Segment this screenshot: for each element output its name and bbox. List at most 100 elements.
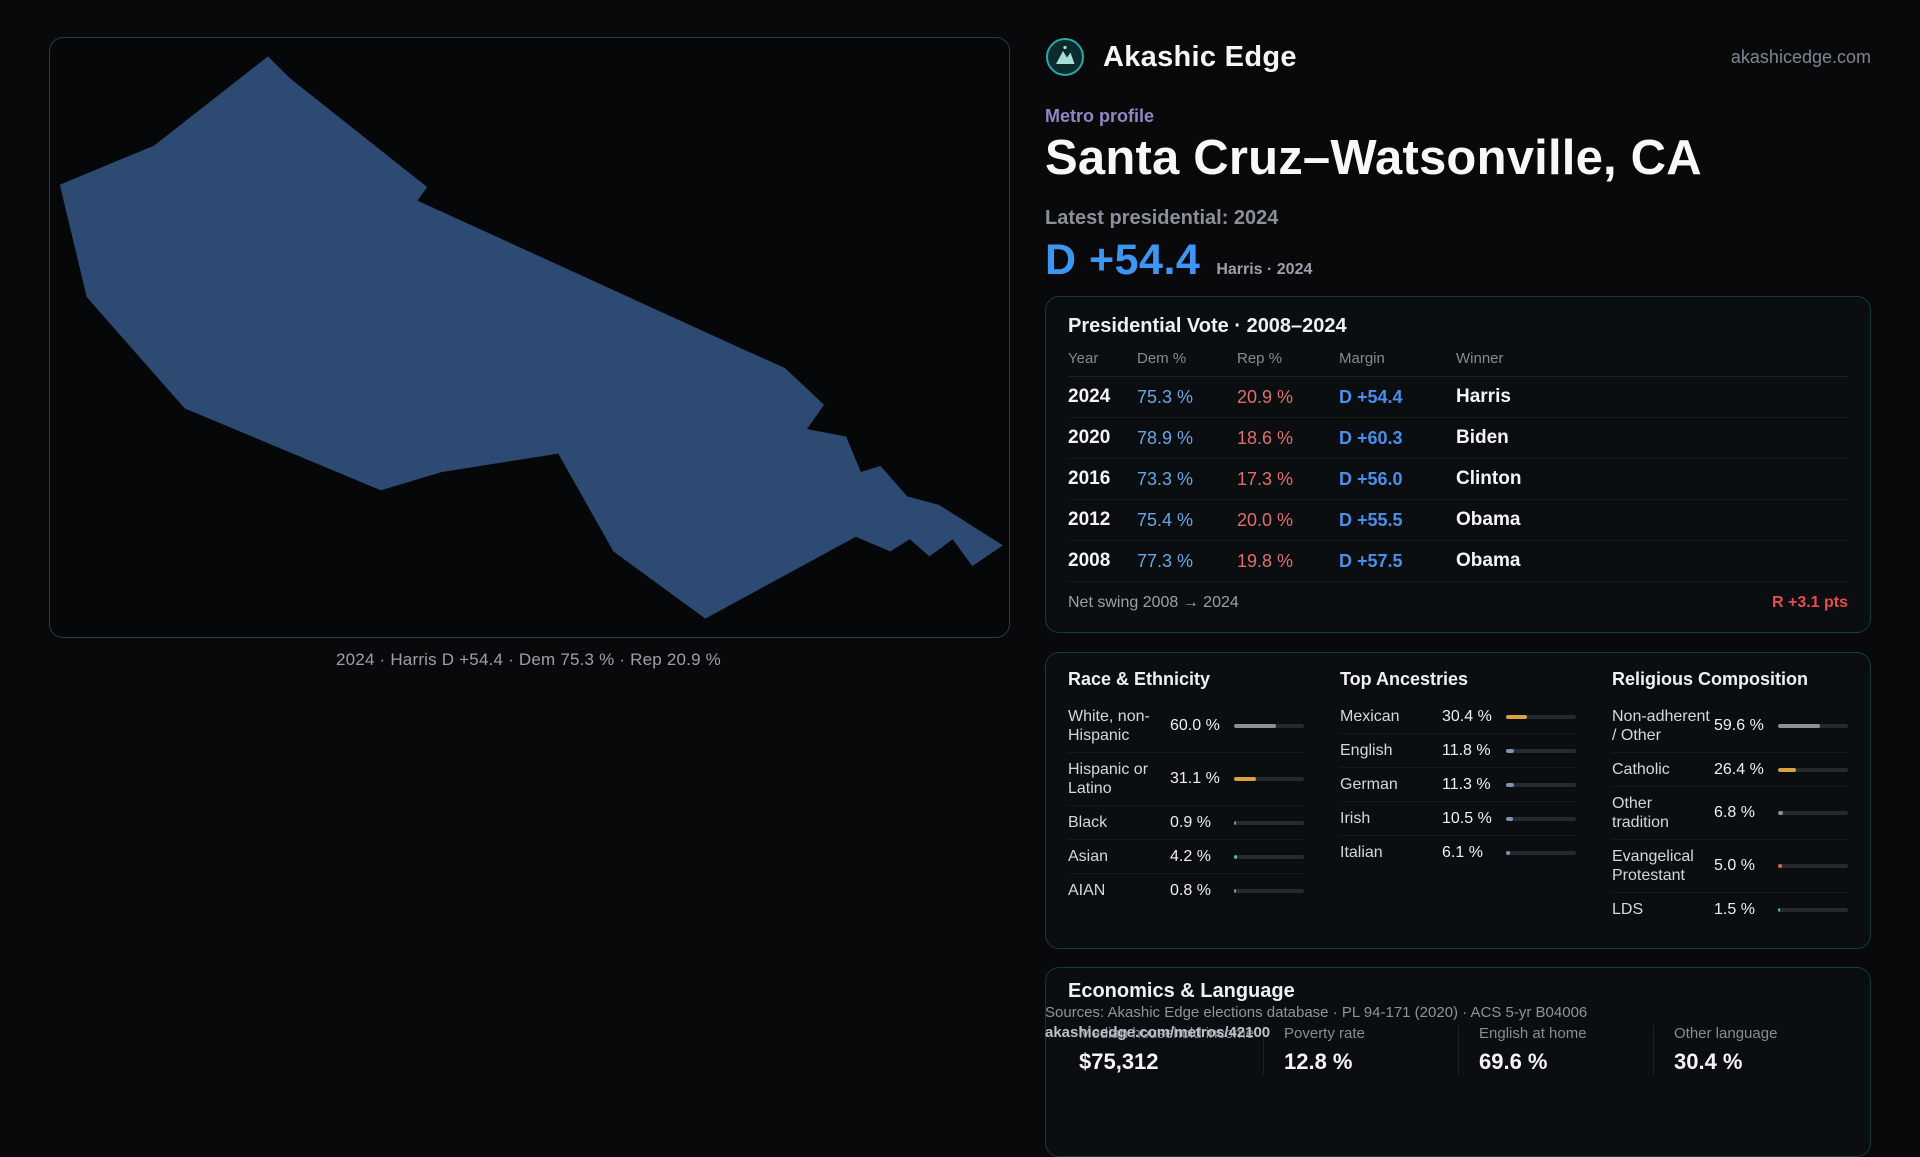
list-item: English 11.8 %: [1340, 734, 1576, 768]
list-item: German 11.3 %: [1340, 768, 1576, 802]
economics-stats-row: Median household income $75,312 Poverty …: [1068, 1025, 1848, 1075]
table-row: 2024 75.3 % 20.9 % D +54.4 Harris: [1068, 377, 1848, 418]
demo-label: Irish: [1340, 810, 1371, 827]
demo-bar-fill: [1234, 724, 1276, 728]
cell-year: 2016: [1068, 468, 1111, 489]
demo-bar-track: [1506, 782, 1576, 787]
headline-margin-row: D +54.4 Harris · 2024: [1045, 236, 1312, 285]
demographics-card: Race & Ethnicity White, non-Hispanic 60.…: [1045, 652, 1871, 949]
permalink-link[interactable]: akashicedge.com/metros/42100: [1045, 1024, 1271, 1041]
stat-median-household-income: Median household income $75,312: [1068, 1025, 1263, 1075]
list-item: Black 0.9 %: [1068, 806, 1304, 840]
metro-map: [59, 56, 1003, 619]
list-item: Mexican 30.4 %: [1340, 700, 1576, 734]
demo-bar-track: [1506, 816, 1576, 821]
demo-label: German: [1340, 776, 1398, 793]
stat-label: English at home: [1479, 1025, 1587, 1042]
demo-bar-fill: [1778, 811, 1783, 815]
list-item: Non-adherent / Other 59.6 %: [1612, 700, 1848, 753]
cell-margin: D +54.4: [1339, 386, 1403, 407]
race-ethnicity-column: Race & Ethnicity White, non-Hispanic 60.…: [1068, 669, 1304, 926]
demo-value: 59.6 %: [1714, 717, 1764, 734]
brand-domain-link[interactable]: akashicedge.com: [1730, 46, 1871, 67]
cell-year: 2024: [1068, 386, 1111, 407]
cell-rep: 19.8 %: [1237, 550, 1294, 571]
demo-bar-fill: [1506, 714, 1528, 719]
list-item: AIAN 0.8 %: [1068, 874, 1304, 907]
metro-map-card: [49, 37, 1010, 638]
cell-dem: 75.4 %: [1137, 509, 1194, 530]
cell-winner: Clinton: [1456, 468, 1522, 489]
demo-value: 0.9 %: [1170, 813, 1211, 831]
headline-margin-value: D +54.4: [1045, 236, 1201, 284]
demo-bar-fill: [1506, 782, 1514, 787]
cell-winner: Obama: [1456, 509, 1521, 530]
col-year: Year: [1068, 350, 1099, 367]
list-item: Irish 10.5 %: [1340, 802, 1576, 836]
cell-margin: D +56.0: [1339, 468, 1403, 489]
demo-value: 11.8 %: [1442, 741, 1491, 759]
religious-composition-title: Religious Composition: [1612, 669, 1808, 689]
demo-value: 11.3 %: [1442, 775, 1491, 793]
demo-label: White, non-Hispanic: [1068, 708, 1150, 744]
demo-bar-fill: [1778, 864, 1782, 868]
demo-value: 6.8 %: [1714, 804, 1755, 821]
table-row: 2012 75.4 % 20.0 % D +55.5 Obama: [1068, 500, 1848, 541]
cell-margin: D +57.5: [1339, 550, 1403, 571]
cell-dem: 77.3 %: [1137, 550, 1194, 571]
stat-other-language: Other language 30.4 %: [1653, 1025, 1848, 1075]
demo-label: Black: [1068, 814, 1108, 831]
demo-bar-track: [1234, 888, 1304, 893]
cell-year: 2012: [1068, 509, 1111, 530]
demo-value: 26.4 %: [1714, 760, 1764, 778]
cell-rep: 18.6 %: [1237, 427, 1294, 448]
demo-bar-fill: [1234, 777, 1256, 781]
vote-table-header: Year Dem % Rep % Margin Winner: [1068, 350, 1848, 377]
demo-label: Mexican: [1340, 708, 1400, 725]
demo-bar-track: [1234, 777, 1304, 781]
demo-bar-fill: [1778, 767, 1797, 772]
net-swing-label: Net swing 2008 → 2024: [1068, 594, 1239, 611]
demo-label: Catholic: [1612, 761, 1670, 778]
metro-profile-panel: Akashic Edge akashicedge.com Metro profi…: [1045, 0, 1871, 1157]
demo-label: Non-adherent / Other: [1612, 708, 1710, 744]
demo-bar-fill: [1778, 907, 1780, 912]
demo-bar-track: [1234, 820, 1304, 825]
page-eyebrow: Metro profile: [1045, 106, 1155, 126]
cell-rep: 20.9 %: [1237, 386, 1294, 407]
cell-winner: Obama: [1456, 550, 1521, 571]
stat-label: Other language: [1674, 1025, 1778, 1042]
list-item: LDS 1.5 %: [1612, 893, 1848, 926]
map-caption: 2024 · Harris D +54.4 · Dem 75.3 % · Rep…: [336, 650, 721, 669]
demo-label: Asian: [1068, 848, 1109, 865]
list-item: Asian 4.2 %: [1068, 840, 1304, 874]
cell-rep: 17.3 %: [1237, 468, 1294, 489]
stat-poverty-rate: Poverty rate 12.8 %: [1263, 1025, 1458, 1075]
demo-value: 6.1 %: [1442, 843, 1483, 861]
stat-value: 12.8 %: [1284, 1049, 1353, 1074]
demo-value: 60.0 %: [1170, 717, 1220, 734]
akashic-edge-logo-icon: [1046, 38, 1084, 76]
stat-english-at-home: English at home 69.6 %: [1458, 1025, 1653, 1075]
race-ethnicity-title: Race & Ethnicity: [1068, 669, 1211, 689]
demo-value: 30.4 %: [1442, 707, 1492, 725]
table-row: 2016 73.3 % 17.3 % D +56.0 Clinton: [1068, 459, 1848, 500]
demo-bar-fill: [1234, 854, 1237, 859]
demo-bar-track: [1778, 724, 1848, 728]
sources-line: Sources: Akashic Edge elections database…: [1045, 1004, 1588, 1021]
demo-bar-track: [1778, 907, 1848, 912]
list-item: Catholic 26.4 %: [1612, 753, 1848, 787]
demo-label: Other tradition: [1612, 795, 1669, 831]
economics-card-title: Economics & Language: [1068, 980, 1295, 1002]
latest-presidential-label: Latest presidential: 2024: [1045, 207, 1279, 229]
demo-bar-fill: [1506, 816, 1514, 821]
stat-value: 30.4 %: [1674, 1049, 1743, 1074]
cell-dem: 75.3 %: [1137, 386, 1194, 407]
demo-bar-fill: [1506, 850, 1511, 855]
demo-value: 4.2 %: [1170, 847, 1211, 865]
top-ancestries-title: Top Ancestries: [1340, 669, 1469, 689]
demo-bar-fill: [1778, 724, 1820, 728]
cell-dem: 73.3 %: [1137, 468, 1194, 489]
demo-bar-track: [1234, 854, 1304, 859]
demo-bar-fill: [1234, 888, 1236, 893]
